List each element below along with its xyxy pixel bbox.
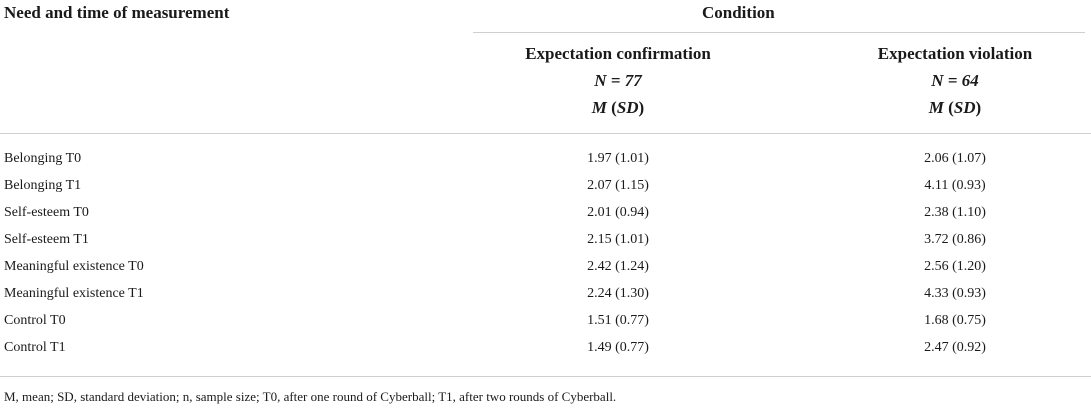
condition-divider: [473, 32, 1085, 33]
violation-value: 3.72 (0.86): [924, 232, 986, 247]
confirmation-value: 2.24 (1.30): [587, 286, 649, 301]
column-header-violation: Expectation violation N = 64 M (SD): [820, 40, 1090, 121]
column-name: Expectation confirmation: [525, 44, 711, 63]
violation-value: 4.33 (0.93): [924, 286, 986, 301]
table-row: Control T1 1.49 (0.77) 2.47 (0.92): [0, 334, 1091, 361]
column-name: Expectation violation: [877, 44, 1033, 63]
table-footnote: M, mean; SD, standard deviation; n, samp…: [4, 389, 617, 404]
confirmation-value: 2.15 (1.01): [587, 232, 649, 247]
row-label: Meaningful existence T0: [4, 259, 144, 274]
violation-value: 1.68 (0.75): [924, 313, 986, 328]
table-row: Self-esteem T1 2.15 (1.01) 3.72 (0.86): [0, 226, 1091, 253]
violation-value: 4.11 (0.93): [924, 178, 986, 193]
confirmation-value: 1.49 (0.77): [587, 340, 649, 355]
condition-header: Condition: [702, 3, 775, 22]
stat-label: M (SD): [928, 98, 982, 117]
stat-mean: M: [928, 98, 944, 117]
table-row: Belonging T1 2.07 (1.15) 4.11 (0.93): [0, 172, 1091, 199]
sample-size: N = 64: [931, 71, 979, 90]
row-label: Belonging T1: [4, 178, 82, 193]
row-label: Self-esteem T1: [4, 232, 89, 247]
confirmation-value: 1.97 (1.01): [587, 151, 649, 166]
stat-sd: SD: [616, 98, 639, 117]
header-divider: [0, 133, 1091, 134]
stat-sd: SD: [953, 98, 976, 117]
table-body: Belonging T0 1.97 (1.01) 2.06 (1.07) Bel…: [0, 145, 1091, 361]
table-row: Self-esteem T0 2.01 (0.94) 2.38 (1.10): [0, 199, 1091, 226]
confirmation-value: 2.01 (0.94): [587, 205, 649, 220]
violation-value: 2.56 (1.20): [924, 259, 986, 274]
table-row: Control T0 1.51 (0.77) 1.68 (0.75): [0, 307, 1091, 334]
row-label: Self-esteem T0: [4, 205, 89, 220]
stat-label: M (SD): [591, 98, 645, 117]
violation-value: 2.06 (1.07): [924, 151, 986, 166]
violation-value: 2.38 (1.10): [924, 205, 986, 220]
violation-value: 2.47 (0.92): [924, 340, 986, 355]
confirmation-value: 1.51 (0.77): [587, 313, 649, 328]
row-label: Control T1: [4, 340, 66, 355]
column-header-confirmation: Expectation confirmation N = 77 M (SD): [470, 40, 766, 121]
row-label: Meaningful existence T1: [4, 286, 144, 301]
table-row: Meaningful existence T1 2.24 (1.30) 4.33…: [0, 280, 1091, 307]
footer-divider: [0, 376, 1091, 377]
confirmation-value: 2.07 (1.15): [587, 178, 649, 193]
stat-mean: M: [591, 98, 607, 117]
table-row: Belonging T0 1.97 (1.01) 2.06 (1.07): [0, 145, 1091, 172]
row-label-header: Need and time of measurement: [4, 3, 230, 22]
confirmation-value: 2.42 (1.24): [587, 259, 649, 274]
row-label: Control T0: [4, 313, 66, 328]
table-row: Meaningful existence T0 2.42 (1.24) 2.56…: [0, 253, 1091, 280]
sample-size: N = 77: [594, 71, 642, 90]
row-label: Belonging T0: [4, 151, 82, 166]
